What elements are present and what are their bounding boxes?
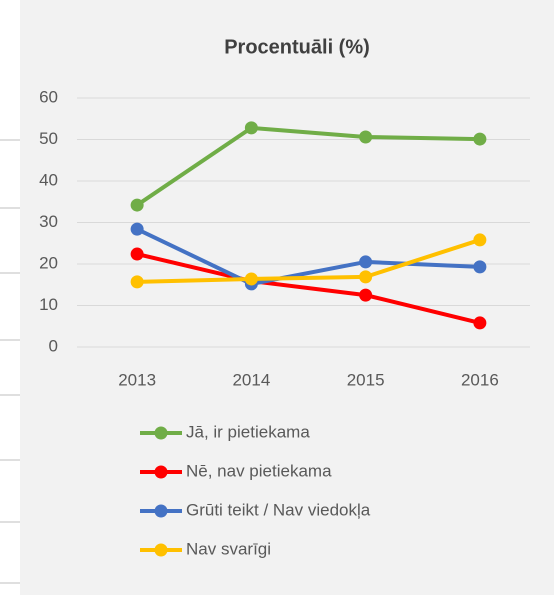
y-tick-label: 40	[39, 170, 58, 189]
legend-swatch-marker	[154, 543, 168, 557]
data-point	[359, 130, 373, 144]
background-table-lines	[0, 139, 20, 584]
x-tick-label: 2016	[461, 370, 499, 389]
legend-label: Grūti teikt / Nav viedokļa	[186, 500, 371, 519]
y-tick-label: 60	[39, 87, 58, 106]
y-tick-label: 20	[39, 253, 58, 272]
y-tick-label: 10	[39, 295, 58, 314]
legend-swatch-marker	[154, 426, 168, 440]
legend-label: Jā, ir pietiekama	[186, 422, 310, 441]
legend-label: Nav svarīgi	[186, 539, 271, 558]
series-line	[136, 125, 480, 207]
data-point	[473, 233, 487, 247]
data-point	[473, 316, 487, 330]
data-point	[130, 247, 144, 261]
data-point	[359, 255, 373, 269]
chart-title: Procentuāli (%)	[224, 36, 370, 58]
series-line	[136, 252, 481, 325]
data-point	[473, 260, 487, 274]
legend-label: Nē, nav pietiekama	[186, 461, 332, 480]
x-tick-label: 2015	[347, 370, 385, 389]
data-point	[130, 275, 144, 289]
series-line	[137, 238, 481, 284]
data-point	[359, 288, 373, 302]
y-tick-label: 30	[39, 212, 58, 231]
x-tick-label: 2013	[118, 370, 156, 389]
chart-background	[20, 0, 554, 595]
data-point	[244, 121, 258, 135]
data-point	[244, 272, 258, 286]
y-tick-label: 50	[39, 129, 58, 148]
data-point	[130, 198, 144, 212]
legend-swatch-marker	[154, 465, 168, 479]
data-point	[473, 132, 487, 146]
x-tick-label: 2014	[232, 370, 270, 389]
data-point	[130, 222, 144, 236]
series-line	[136, 227, 480, 286]
data-point	[359, 270, 373, 284]
y-tick-label: 0	[49, 336, 58, 355]
legend-swatch-marker	[154, 504, 168, 518]
